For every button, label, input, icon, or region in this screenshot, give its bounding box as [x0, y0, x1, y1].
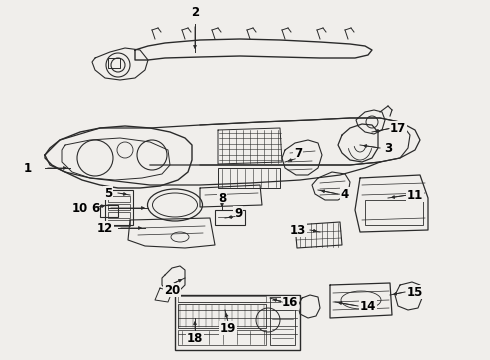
- Text: 6: 6: [91, 202, 99, 215]
- Text: 11: 11: [407, 189, 423, 202]
- Bar: [105, 190, 133, 225]
- Bar: [108, 196, 130, 202]
- Bar: [270, 297, 295, 345]
- Text: 4: 4: [341, 188, 349, 201]
- Text: 20: 20: [164, 284, 180, 297]
- Text: 9: 9: [234, 207, 242, 220]
- Text: 14: 14: [360, 300, 376, 312]
- Bar: [178, 304, 266, 328]
- Bar: [100, 205, 118, 217]
- Text: 8: 8: [218, 192, 226, 204]
- Bar: [108, 58, 120, 68]
- Bar: [215, 210, 245, 225]
- Text: 10: 10: [72, 202, 88, 215]
- Bar: [178, 330, 266, 345]
- Text: 18: 18: [187, 332, 203, 345]
- Text: 16: 16: [282, 297, 298, 310]
- Bar: [365, 200, 423, 225]
- Text: 12: 12: [97, 221, 113, 234]
- Text: 5: 5: [104, 186, 112, 199]
- Text: 2: 2: [191, 5, 199, 18]
- Text: 13: 13: [290, 224, 306, 237]
- Bar: [108, 204, 130, 210]
- Text: 3: 3: [384, 141, 392, 154]
- Bar: [178, 296, 266, 302]
- Text: 1: 1: [24, 162, 32, 175]
- Text: 7: 7: [294, 147, 302, 159]
- Text: 19: 19: [220, 321, 236, 334]
- Text: 17: 17: [390, 122, 406, 135]
- Text: 15: 15: [407, 285, 423, 298]
- Bar: [218, 168, 280, 188]
- Bar: [108, 212, 130, 218]
- Bar: [108, 220, 130, 226]
- Bar: [175, 295, 300, 350]
